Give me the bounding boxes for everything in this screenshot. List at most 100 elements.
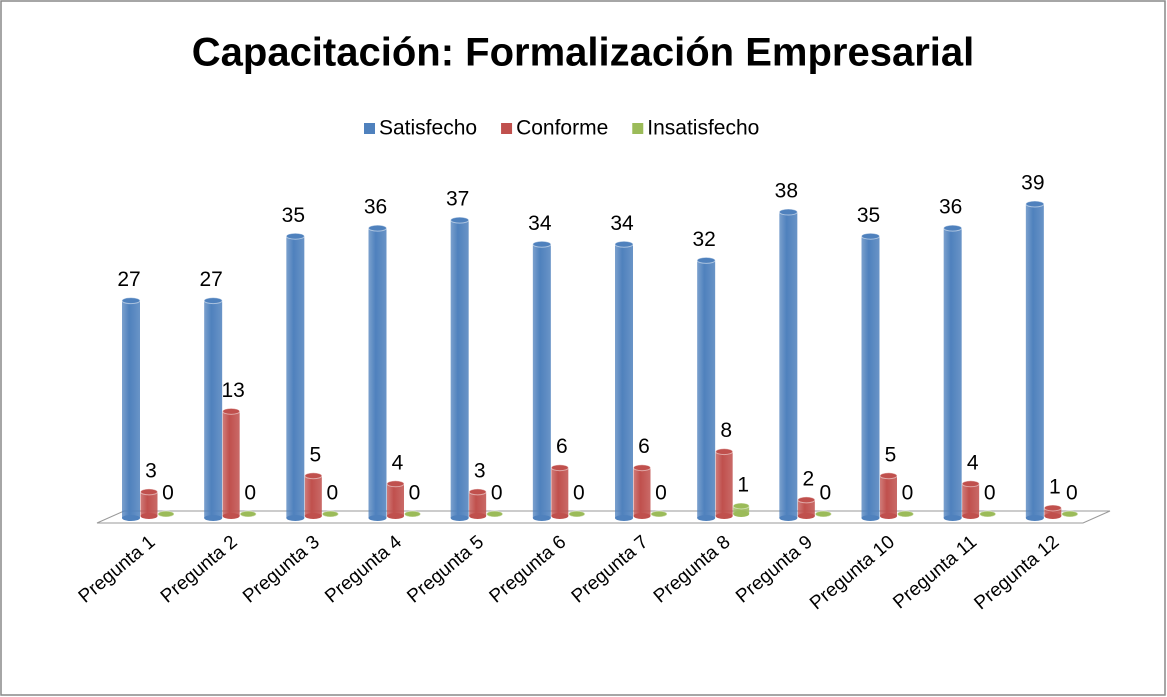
bar-body xyxy=(733,505,750,514)
bar-bottom xyxy=(286,515,305,521)
bar xyxy=(468,488,487,519)
bar-top xyxy=(404,510,421,518)
bar xyxy=(1043,504,1062,519)
bar xyxy=(532,240,552,521)
bar-body xyxy=(715,451,733,516)
bar-body xyxy=(551,467,569,516)
bar-body xyxy=(450,220,469,518)
bar-body xyxy=(1025,204,1044,518)
bar-top xyxy=(568,510,586,518)
data-label: 0 xyxy=(326,482,338,505)
bar xyxy=(633,464,651,519)
bar-top xyxy=(614,240,634,248)
bar xyxy=(650,510,668,518)
data-label: 27 xyxy=(199,268,222,291)
data-label: 0 xyxy=(655,482,667,505)
data-label: 4 xyxy=(392,451,404,474)
bar-top xyxy=(1061,510,1079,518)
bar-top xyxy=(386,480,405,488)
bar xyxy=(814,510,832,518)
bar-body xyxy=(861,236,880,518)
bar-top xyxy=(861,232,880,240)
bar-top xyxy=(943,224,963,232)
bar-body xyxy=(1044,507,1062,516)
data-label: 6 xyxy=(556,435,568,458)
data-label: 0 xyxy=(984,482,996,505)
bar-top xyxy=(203,297,223,305)
bar-top xyxy=(696,256,716,264)
bar-top xyxy=(222,407,241,415)
bar-body xyxy=(469,491,487,516)
data-label: 27 xyxy=(117,268,140,291)
bar-bottom xyxy=(962,513,980,519)
data-label: 39 xyxy=(1021,172,1044,195)
data-label: 34 xyxy=(528,212,552,235)
bar-body xyxy=(697,260,716,518)
bar xyxy=(961,480,980,519)
bar xyxy=(486,510,504,518)
bar-top xyxy=(550,464,569,472)
bar-top xyxy=(879,472,898,480)
bar xyxy=(879,472,898,519)
bar xyxy=(239,510,257,518)
bar xyxy=(897,510,914,518)
bar xyxy=(121,297,141,521)
bar-body xyxy=(615,244,633,518)
bar-bottom xyxy=(1044,513,1062,519)
bar-bottom xyxy=(633,513,651,519)
bar-bottom xyxy=(450,515,469,521)
bar-bottom xyxy=(943,515,962,521)
data-label: 13 xyxy=(221,379,244,402)
bar-top xyxy=(157,510,175,518)
bar xyxy=(861,232,880,521)
bar-top xyxy=(532,240,552,248)
chart-title: Capacitación: Formalización Empresarial xyxy=(192,31,974,75)
bar xyxy=(732,502,750,517)
bar-top xyxy=(304,472,323,480)
legend-label: Conforme xyxy=(516,117,608,140)
bar-bottom xyxy=(222,513,240,519)
bar-bottom xyxy=(368,515,387,521)
bar xyxy=(404,510,421,518)
bar xyxy=(304,472,323,519)
bar-bottom xyxy=(204,515,223,521)
legend-label: Satisfecho xyxy=(379,117,477,140)
data-label: 0 xyxy=(902,482,914,505)
bar-body xyxy=(633,467,651,516)
data-label: 0 xyxy=(491,482,503,505)
bar xyxy=(778,208,798,521)
bar-bottom xyxy=(122,515,140,521)
bar-body xyxy=(140,491,158,516)
bar-top xyxy=(797,496,816,504)
legend-swatch xyxy=(632,123,644,134)
bar xyxy=(943,224,963,521)
bar-top xyxy=(778,208,798,216)
bar-bottom xyxy=(861,515,880,521)
legend-swatch xyxy=(364,123,375,134)
bar-top xyxy=(368,224,387,232)
bar-top xyxy=(979,510,997,518)
data-label: 6 xyxy=(638,435,650,458)
bar xyxy=(1025,200,1045,521)
bar xyxy=(614,240,634,521)
data-label: 1 xyxy=(1049,475,1061,498)
bar xyxy=(157,510,175,518)
bar-body xyxy=(286,236,305,518)
bar-top xyxy=(650,510,668,518)
bar-top xyxy=(633,464,651,472)
bar-bottom xyxy=(140,513,158,519)
bar-top xyxy=(468,488,487,496)
bar-top xyxy=(285,232,305,240)
floor xyxy=(96,510,1111,524)
bar-body xyxy=(222,411,240,516)
bar-body xyxy=(943,228,962,518)
data-label: 0 xyxy=(1066,482,1078,505)
data-label: 2 xyxy=(802,467,814,490)
bar-body xyxy=(368,228,387,518)
bar-bottom xyxy=(551,513,569,519)
bar-bottom xyxy=(469,513,487,519)
bar-top xyxy=(715,448,734,456)
